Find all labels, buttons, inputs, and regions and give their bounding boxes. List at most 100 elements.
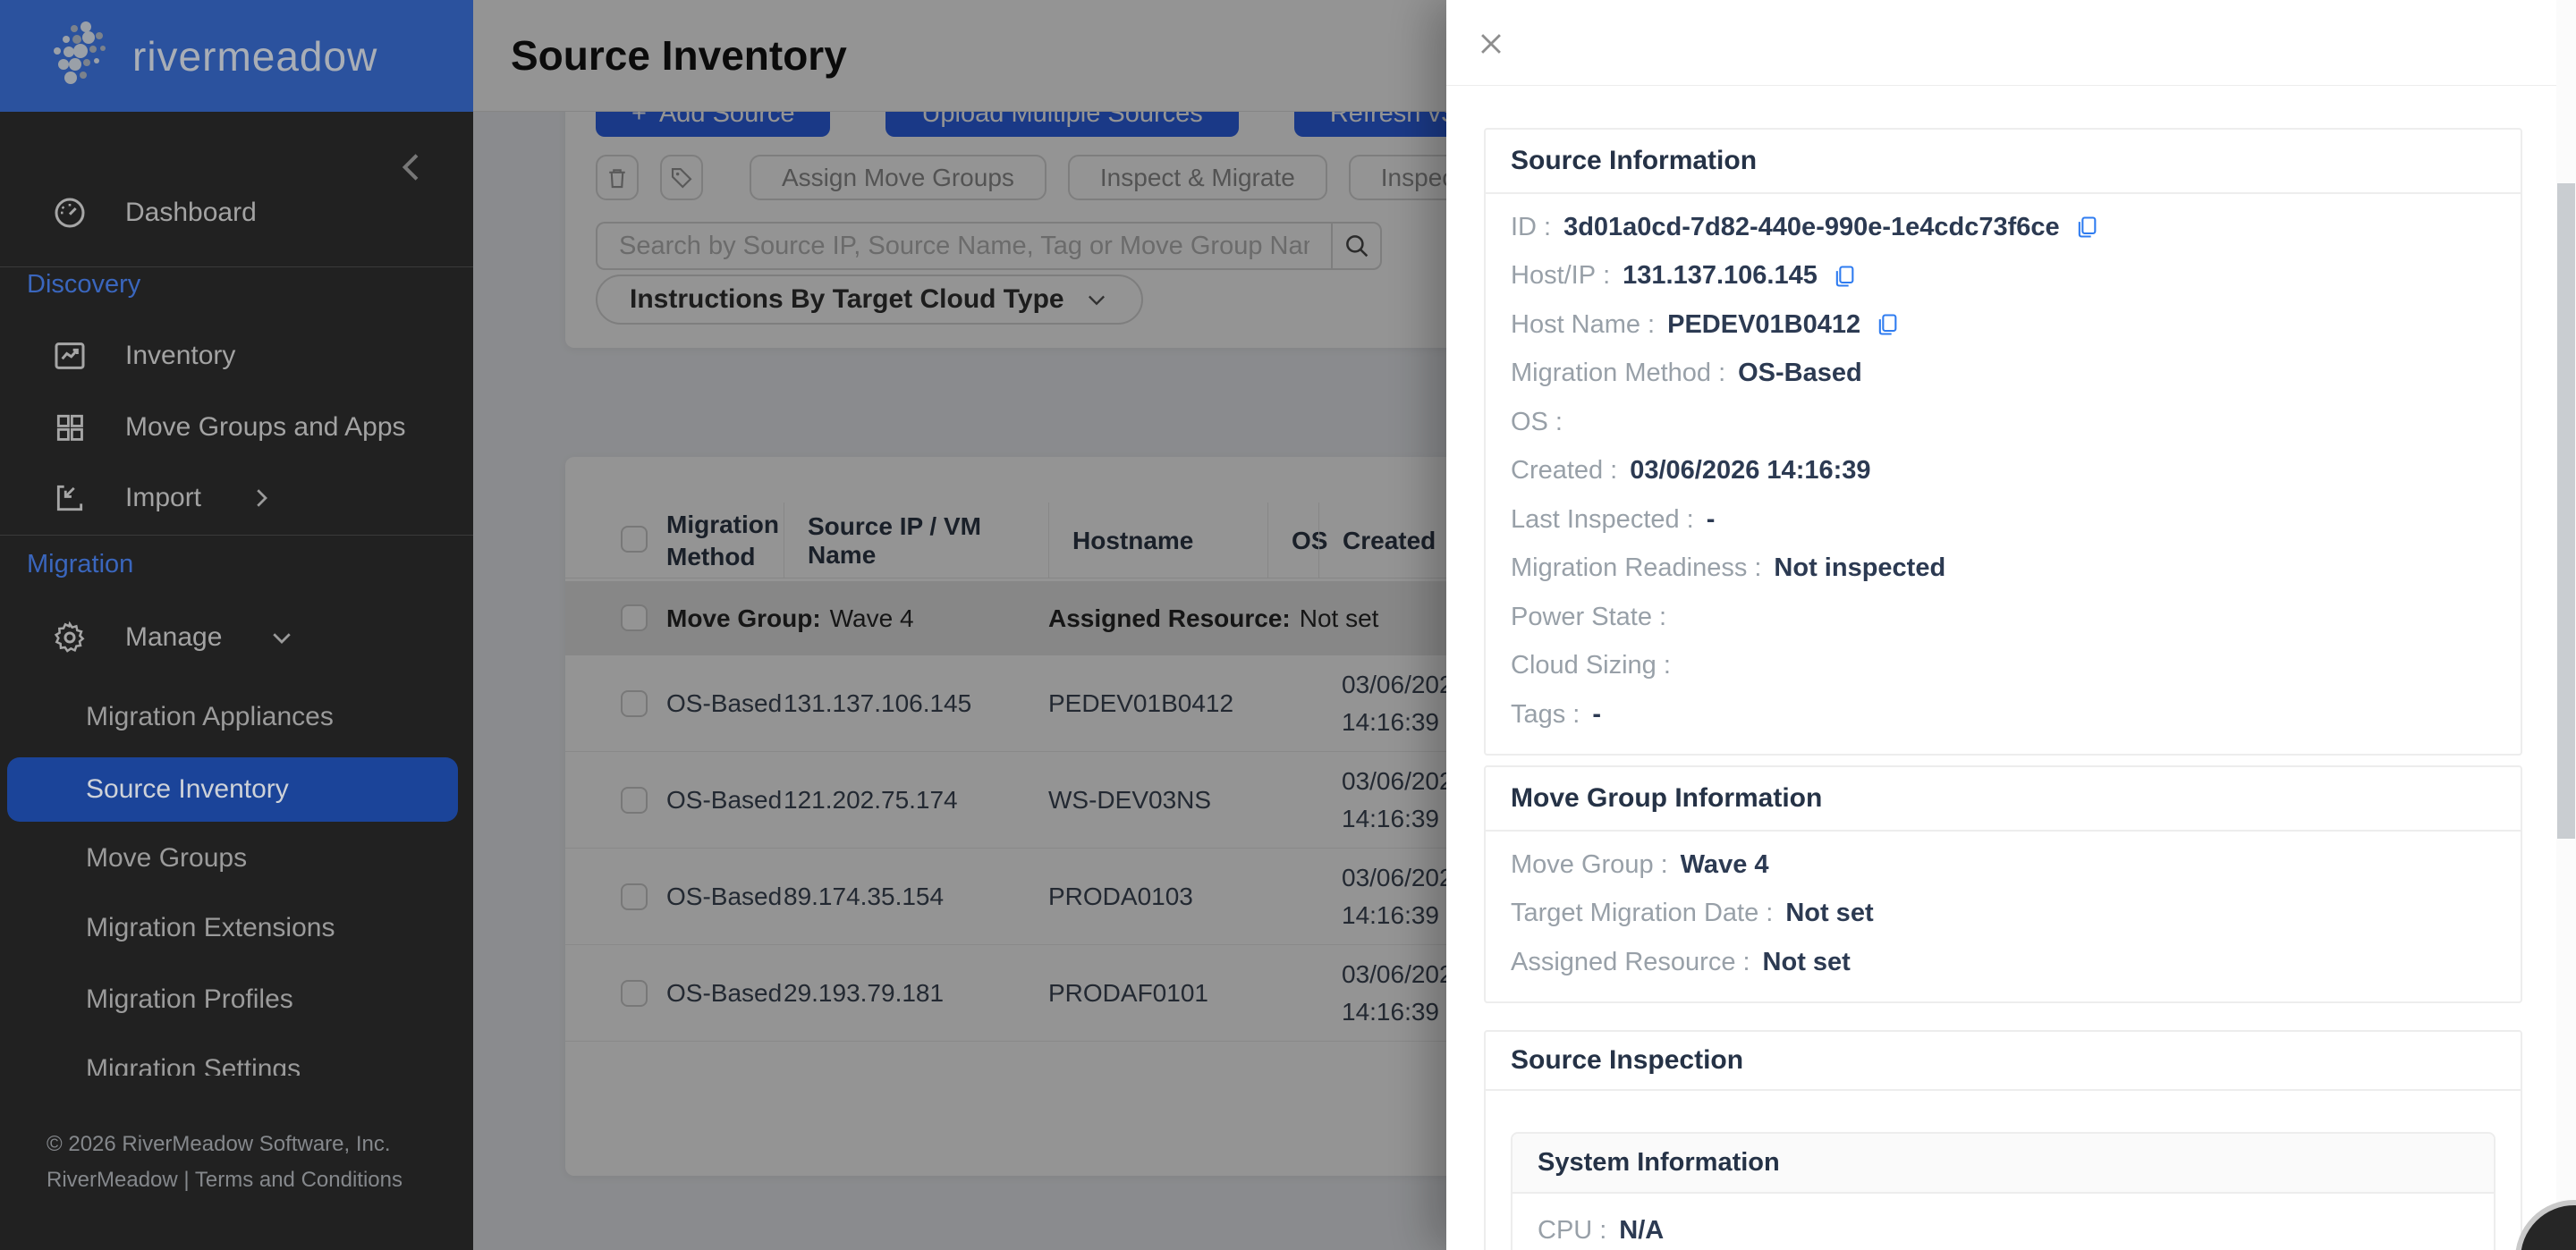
select-all-checkbox[interactable] [621,526,648,553]
sidebar-item-migration-profiles[interactable]: Migration Profiles [0,975,473,1025]
search-button[interactable] [1331,222,1382,270]
section-title: Move Group Information [1486,767,2521,832]
sidebar-nav: Dashboard Discovery Inventory Move Group… [0,112,473,1076]
system-information-card: System Information CPU: N/A [1511,1132,2496,1250]
sidebar-item-label: Migration Appliances [86,702,334,731]
sidebar-item-label: Manage [125,622,223,652]
field-migration-method: Migration Method: OS-Based [1511,359,1862,388]
delete-button[interactable] [596,155,639,200]
column-hostname: Hostname [1048,503,1263,579]
group-checkbox[interactable] [621,604,648,631]
logo-wordmark: rivermeadow [132,32,378,80]
rivermeadow-link[interactable]: RiverMeadow [47,1168,178,1192]
source-information-card: Source Information ID: 3d01a0cd-7d82-440… [1484,128,2522,756]
sidebar-item-migration-extensions[interactable]: Migration Extensions [0,903,473,953]
divider [0,266,473,267]
rivermeadow-logo-icon [54,21,106,84]
sidebar-item-dashboard[interactable]: Dashboard [0,188,473,238]
cell-migration-method: OS-Based [666,689,783,717]
assigned-resource-label: Assigned Resource: [1048,604,1291,632]
sidebar-item-label: Move Groups and Apps [125,412,406,442]
assign-move-groups-button[interactable]: Assign Move Groups [750,155,1046,200]
row-checkbox[interactable] [621,883,648,910]
search-input[interactable] [596,222,1331,270]
drawer-scrollbar[interactable] [2556,0,2576,1250]
cell-migration-method: OS-Based [666,786,783,814]
move-group-information-card: Move Group Information Move Group: Wave … [1484,765,2522,1003]
field-cloud-sizing: Cloud Sizing: [1511,651,1671,680]
table-row[interactable]: OS-Based 89.174.35.154 PRODA0103 03/06/2… [565,849,2524,945]
chevron-down-icon [1088,295,1105,306]
sidebar-item-label: Migration Extensions [86,913,335,942]
sidebar-item-migration-settings[interactable]: Migration Settings [0,1044,473,1076]
sidebar-item-label: Migration Settings [86,1054,301,1076]
table-row[interactable]: OS-Based 131.137.106.145 PEDEV01B0412 03… [565,655,2524,752]
field-host-ip: Host/IP: 131.137.106.145 [1511,252,2496,301]
tag-button[interactable] [660,155,703,200]
close-icon [1481,34,1501,54]
page-title: Source Inventory [511,32,847,79]
source-details-drawer: Source Information ID: 3d01a0cd-7d82-440… [1446,0,2576,1250]
sidebar-item-manage[interactable]: Manage [0,612,473,663]
sidebar-footer: © 2026 RiverMeadow Software, Inc. RiverM… [47,1127,402,1198]
cell-created: 03/06/2026 14:16:39 [1342,671,1468,736]
field-assigned-resource: Assigned Resource: Not set [1511,947,1851,976]
sidebar-item-migration-appliances[interactable]: Migration Appliances [0,692,473,742]
field-power-state: Power State: [1511,602,1667,631]
rivermeadow-logo: rivermeadow [0,0,473,112]
source-inspection-card: Source Inspection System Information CPU… [1484,1030,2522,1250]
gauge-icon [50,193,89,232]
terms-link[interactable]: Terms and Conditions [194,1168,402,1192]
instructions-by-target-cloud-type-dropdown[interactable]: Instructions By Target Cloud Type [596,274,1143,325]
sidebar-item-move-groups-and-apps[interactable]: Move Groups and Apps [0,402,473,452]
drawer-close-button[interactable] [1476,21,1522,67]
sidebar-item-source-inventory-active[interactable]: Source Inventory [7,757,458,822]
section-title: Source Information [1486,130,2521,194]
row-checkbox[interactable] [621,690,648,717]
sidebar-item-label: Inventory [125,341,236,370]
sidebar-item-label: Dashboard [125,198,257,227]
inspect-and-migrate-button[interactable]: Inspect & Migrate [1067,155,1327,200]
cell-source-ip: 29.193.79.181 [784,979,945,1007]
cell-migration-method: OS-Based [666,883,783,910]
row-checkbox[interactable] [621,980,648,1007]
chevron-down-icon [268,624,295,651]
field-cpu: CPU: N/A [1538,1215,1665,1245]
field-move-group: Move Group: Wave 4 [1511,849,1769,879]
move-group-label: Move Group: [666,604,821,632]
column-os: OS [1267,503,1330,579]
cell-created: 03/06/2026 14:16:39 [1342,864,1468,929]
field-host-name: Host Name: PEDEV01B0412 [1511,300,2496,350]
sidebar-item-move-groups[interactable]: Move Groups [0,833,473,883]
nav-section-migration: Migration [27,550,134,579]
subsection-title: System Information [1513,1134,2494,1194]
cell-hostname: WS-DEV03NS [1048,786,1212,814]
field-created: Created: 03/06/2026 14:16:39 [1511,456,1871,486]
field-os: OS: [1511,407,1563,436]
copy-id-button[interactable] [2074,214,2099,241]
assigned-resource-value: Not set [1299,604,1379,632]
cell-source-ip: 131.137.106.145 [784,689,972,717]
copy-icon [1835,266,1854,287]
copy-host-name-button[interactable] [1875,311,1900,338]
tag-icon [671,167,692,189]
sidebar-item-inventory[interactable]: Inventory [0,331,473,381]
field-last-inspected: Last Inspected: - [1511,504,1716,534]
cell-migration-method: OS-Based [666,979,783,1007]
sidebar-item-import[interactable]: Import [0,473,473,523]
sidebar-item-label: Migration Profiles [86,984,293,1014]
scrollbar-thumb[interactable] [2557,183,2575,839]
trash-icon [609,168,625,188]
copy-icon [2078,216,2097,238]
cell-source-ip: 89.174.35.154 [784,883,945,910]
field-target-migration-date: Target Migration Date: Not set [1511,899,1874,928]
section-title: Source Inspection [1486,1032,2521,1091]
sidebar-collapse-button[interactable] [394,146,437,189]
row-checkbox[interactable] [621,787,648,814]
divider [0,535,473,536]
grid-icon [50,408,89,447]
nav-section-discovery: Discovery [27,270,141,299]
copy-host-ip-button[interactable] [1832,263,1857,290]
field-migration-readiness: Migration Readiness: Not inspected [1511,553,1946,583]
cell-created: 03/06/2026 14:16:39 [1342,960,1468,1026]
